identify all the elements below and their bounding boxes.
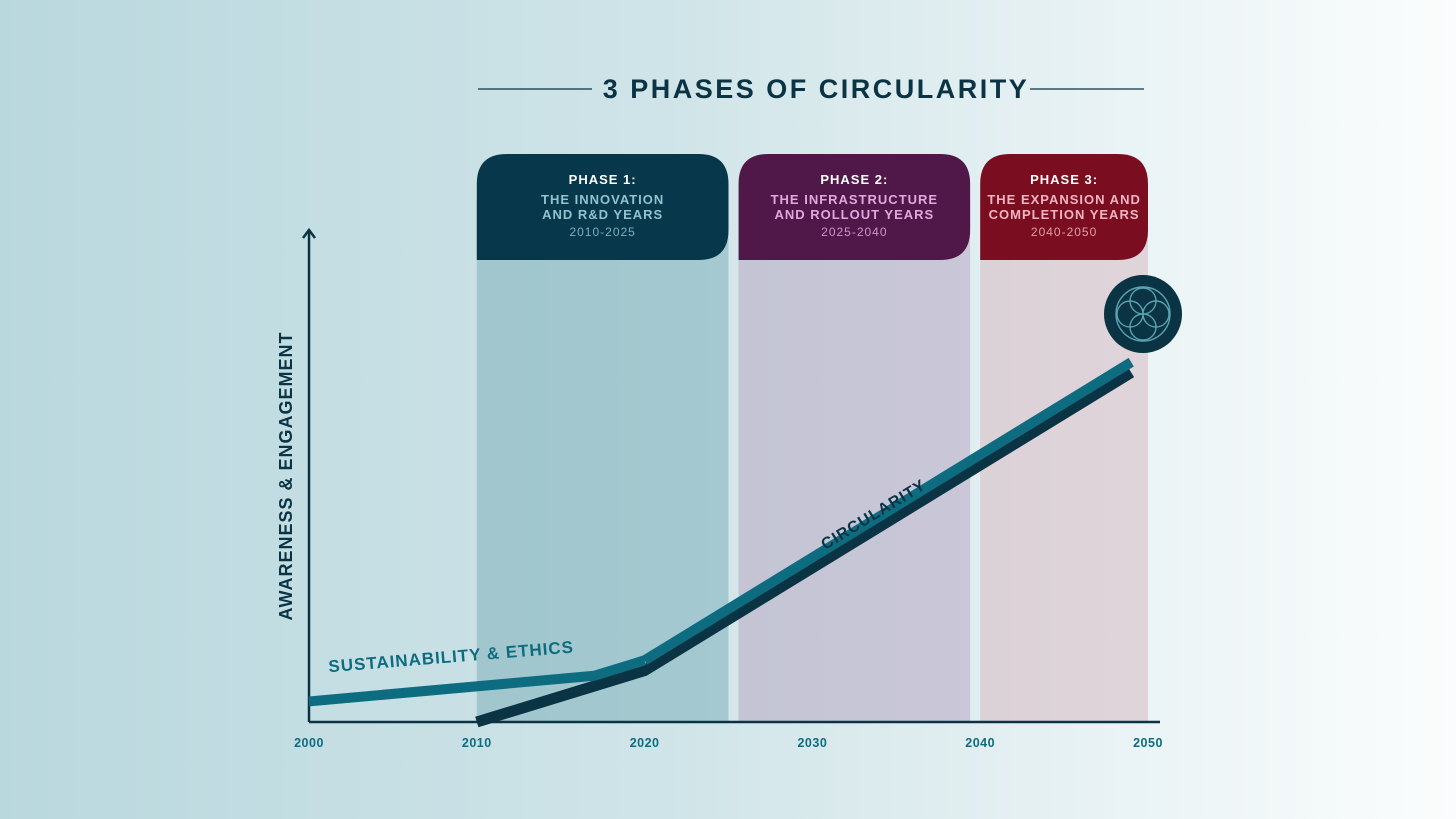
phase-label: PHASE 2: (820, 172, 888, 187)
x-tick-label: 2020 (630, 736, 660, 750)
phase-name-line2: AND R&D YEARS (542, 207, 663, 222)
axes: AWARENESS & ENGAGEMENT (276, 227, 1160, 724)
x-tick-labels: 2000 2010 2020 2030 2040 2050 (294, 736, 1163, 750)
series-line-circularity (475, 367, 1135, 728)
x-tick-label: 2010 (462, 736, 492, 750)
phase-label: PHASE 3: (1030, 172, 1098, 187)
phase-header (980, 154, 1148, 260)
phase-header (476, 154, 729, 260)
x-tick-label: 2030 (797, 736, 827, 750)
y-axis-arrow (302, 227, 316, 239)
phase-years: 2040-2050 (1031, 225, 1097, 239)
circularity-emblem (1104, 275, 1182, 353)
phase-years: 2010-2025 (569, 225, 635, 239)
chart-title: 3 PHASES OF CIRCULARITY (603, 74, 1030, 104)
series-line-circularity-highlight (641, 357, 1134, 665)
chart-title-group: 3 PHASES OF CIRCULARITY (478, 74, 1144, 104)
phase-name-line1: THE INNOVATION (541, 192, 664, 207)
phase-band (980, 200, 1148, 722)
x-tick-label: 2040 (965, 736, 995, 750)
series-line-sustainability (308, 655, 647, 707)
phase-name-line2: AND ROLLOUT YEARS (774, 207, 934, 222)
phase-band (738, 200, 971, 722)
phase-name-line1: THE INFRASTRUCTURE (771, 192, 939, 207)
phase-years: 2025-2040 (821, 225, 887, 239)
phase-header (738, 154, 971, 260)
phase-name-line2: COMPLETION YEARS (989, 207, 1140, 222)
x-tick-label: 2050 (1133, 736, 1163, 750)
knot-icon (1115, 286, 1171, 342)
y-axis-title: AWARENESS & ENGAGEMENT (276, 331, 296, 620)
x-tick-label: 2000 (294, 736, 324, 750)
phase-label: PHASE 1: (569, 172, 637, 187)
phase-name-line1: THE EXPANSION AND (987, 192, 1141, 207)
